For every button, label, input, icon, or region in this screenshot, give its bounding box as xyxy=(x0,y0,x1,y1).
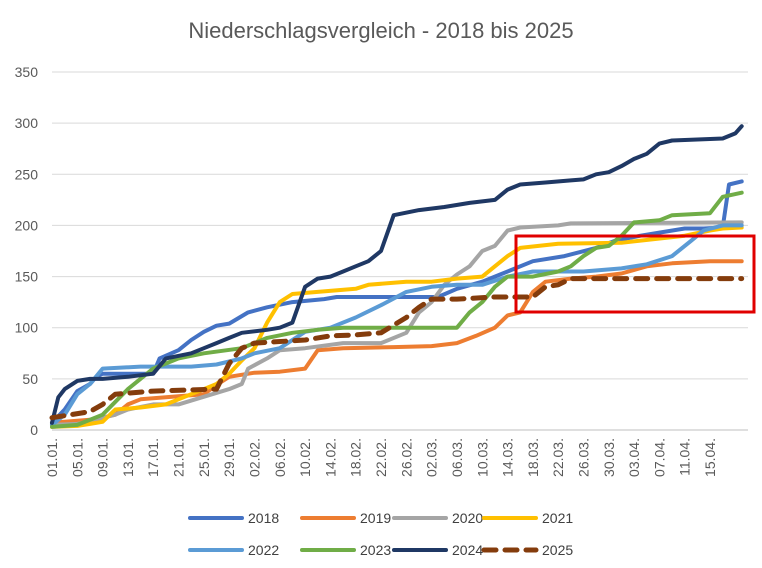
legend: 2018 2019 2020 2021 2022 2023 2024 2025 xyxy=(188,510,573,558)
x-tick-label: 18.03. xyxy=(525,438,541,477)
x-tick-label: 17.01. xyxy=(145,438,161,477)
x-tick-label: 15.04. xyxy=(702,438,718,477)
x-tick-label: 11.04. xyxy=(677,438,693,476)
legend-label-2024: 2024 xyxy=(452,542,483,558)
y-tick-label: 100 xyxy=(15,320,39,336)
x-tick-label: 22.03. xyxy=(550,438,566,477)
y-axis: 0 50 100 150 200 250 300 350 xyxy=(15,64,39,438)
x-axis: 01.01. 05.01. 09.01. 13.01. 17.01. 21.01. 25.0… xyxy=(44,438,718,477)
legend-label-2021: 2021 xyxy=(542,510,573,526)
x-tick-label: 13.01. xyxy=(120,438,136,477)
x-tick-label: 01.01. xyxy=(44,438,60,477)
x-tick-label: 06.02. xyxy=(272,438,288,477)
y-tick-label: 200 xyxy=(15,217,39,233)
x-tick-label: 03.04. xyxy=(626,438,642,477)
legend-label-2018: 2018 xyxy=(248,510,279,526)
series-line-2021 xyxy=(50,225,744,429)
y-tick-label: 350 xyxy=(15,64,39,80)
x-tick-label: 10.02. xyxy=(297,438,313,477)
gridlines xyxy=(52,71,748,431)
x-tick-label: 05.01. xyxy=(69,438,85,477)
y-tick-label: 150 xyxy=(15,269,39,285)
y-tick-label: 300 xyxy=(15,115,39,131)
x-tick-label: 22.02. xyxy=(373,438,389,477)
x-tick-label: 25.01. xyxy=(196,438,212,477)
x-tick-label: 26.03. xyxy=(575,438,591,477)
x-tick-label: 21.01. xyxy=(171,438,187,477)
x-tick-label: 26.02. xyxy=(398,438,414,477)
series-line-2024 xyxy=(50,124,744,425)
x-tick-label: 09.01. xyxy=(95,438,111,477)
y-tick-label: 0 xyxy=(30,422,38,438)
series-line-2018 xyxy=(50,179,744,425)
x-tick-label: 10.03. xyxy=(474,438,490,477)
x-tick-label: 06.03. xyxy=(449,438,465,477)
y-tick-label: 250 xyxy=(15,166,39,182)
x-tick-label: 07.04. xyxy=(651,438,667,477)
highlight-box xyxy=(514,234,756,314)
series-line-2025 xyxy=(49,276,745,421)
legend-label-2023: 2023 xyxy=(360,542,391,558)
series-line-2019 xyxy=(50,259,744,425)
chart-title: Niederschlagsvergleich - 2018 bis 2025 xyxy=(188,18,573,43)
series-line-2020 xyxy=(50,220,744,427)
x-tick-label: 30.03. xyxy=(601,438,617,477)
legend-label-2022: 2022 xyxy=(248,542,279,558)
legend-label-2020: 2020 xyxy=(452,510,483,526)
legend-label-2025: 2025 xyxy=(542,542,573,558)
x-tick-label: 18.02. xyxy=(348,438,364,477)
x-tick-label: 29.01. xyxy=(221,438,237,477)
x-tick-label: 14.03. xyxy=(500,438,516,477)
series-line-2022 xyxy=(50,223,744,427)
y-tick-label: 50 xyxy=(22,371,38,387)
x-tick-label: 14.02. xyxy=(322,438,338,477)
x-tick-label: 02.03. xyxy=(424,438,440,477)
x-tick-label: 02.02. xyxy=(246,438,262,477)
legend-label-2019: 2019 xyxy=(360,510,391,526)
series-lines xyxy=(49,124,745,429)
series-line-2023 xyxy=(50,190,744,429)
